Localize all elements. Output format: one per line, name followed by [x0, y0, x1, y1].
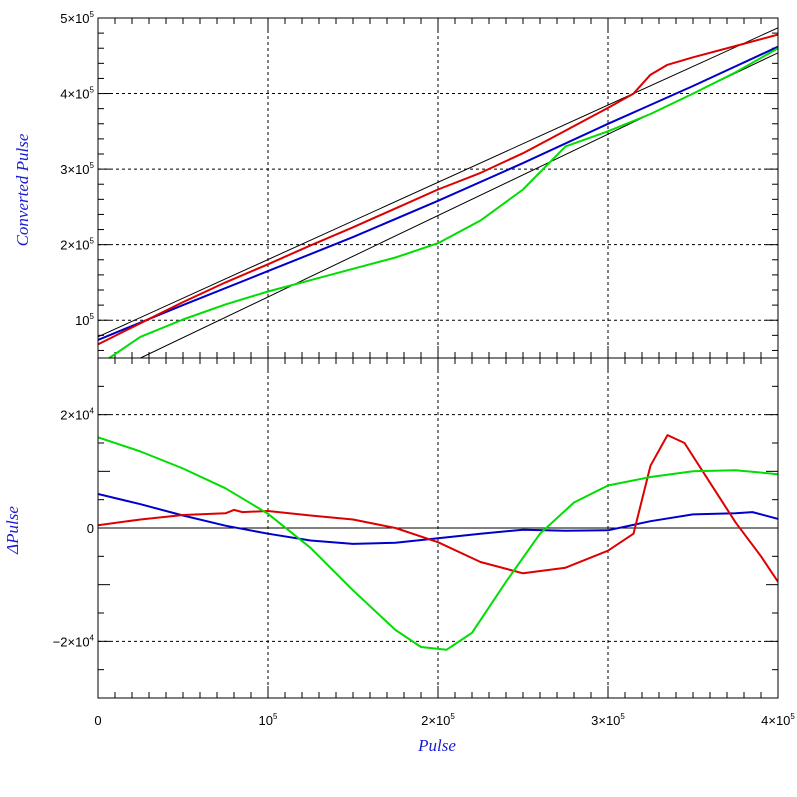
top-series-2-line — [98, 45, 778, 341]
bottom-panel: 2×104 0 −2×104 0 105 2×105 3×105 4×105 — [53, 357, 795, 728]
x-tick-label: 2×105 — [421, 712, 455, 728]
bottom-y-axis-title: ΔPulse — [3, 506, 22, 555]
bottom-series-3-line — [98, 436, 778, 651]
x-tick-label: 105 — [259, 712, 278, 728]
top-series-4-line — [107, 47, 778, 358]
x-axis-title: Pulse — [417, 736, 456, 755]
x-tick-label: 0 — [94, 713, 101, 728]
top-y-tick-label: 5×105 — [60, 10, 94, 26]
bottom-y-tick-label: 0 — [87, 521, 94, 536]
top-y-tick-label: 105 — [75, 312, 94, 328]
top-y-tick-label: 3×105 — [60, 161, 94, 177]
bottom-series-1-line — [98, 493, 778, 545]
top-y-tick-label: 2×105 — [60, 237, 94, 253]
bottom-series-2-line — [98, 434, 778, 583]
bottom-y-tick-label: −2×104 — [53, 633, 95, 649]
top-y-tick-label: 4×105 — [60, 86, 94, 102]
x-tick-label: 4×105 — [761, 712, 795, 728]
bottom-plot-frame — [97, 357, 779, 699]
top-y-axis-title: Converted Pulse — [13, 133, 32, 246]
top-panel: 105 2×105 3×105 4×105 5×105 — [60, 10, 779, 359]
top-series-0-line — [98, 27, 778, 338]
x-tick-label: 3×105 — [591, 712, 625, 728]
top-series-3-line — [98, 33, 778, 346]
bottom-y-tick-label: 2×104 — [60, 407, 94, 423]
